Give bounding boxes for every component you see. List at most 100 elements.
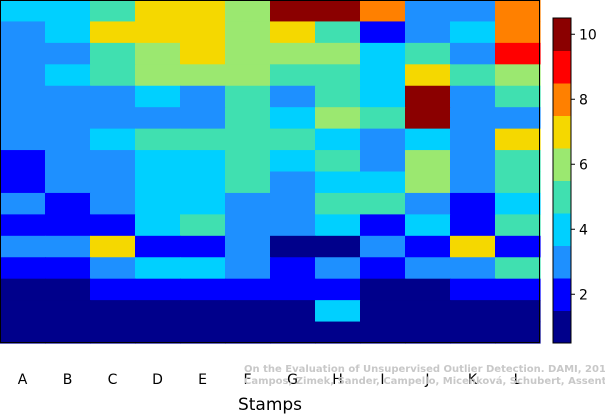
heatmap-cell xyxy=(135,0,181,23)
heatmap-cell xyxy=(90,235,136,258)
heatmap-cell xyxy=(45,107,91,130)
heatmap-cell xyxy=(225,235,271,258)
colorbar-segment xyxy=(553,245,571,279)
heatmap-cell xyxy=(450,321,496,344)
heatmap-cell xyxy=(450,214,496,237)
heatmap-cell xyxy=(225,64,271,87)
heatmap-cell xyxy=(360,85,406,108)
colorbar-frame xyxy=(552,17,572,344)
heatmap-cell xyxy=(135,171,181,194)
heatmap-cell xyxy=(405,150,451,173)
heatmap-cell xyxy=(405,0,451,23)
plot-frame xyxy=(0,0,540,343)
heatmap-cell xyxy=(270,150,316,173)
heatmap-cell xyxy=(270,300,316,323)
heatmap-cell xyxy=(135,192,181,215)
heatmap-cell xyxy=(270,171,316,194)
heatmap-cell xyxy=(135,64,181,87)
heatmap-cell xyxy=(450,85,496,108)
heatmap-cell xyxy=(405,214,451,237)
heatmap-cell xyxy=(405,321,451,344)
heatmap-cell xyxy=(270,278,316,301)
heatmap-cell xyxy=(450,300,496,323)
colorbar-tick-label: 4 xyxy=(579,222,588,238)
heatmap-cell xyxy=(270,214,316,237)
heatmap-cell xyxy=(180,85,226,108)
heatmap-cell xyxy=(90,192,136,215)
colorbar-segment xyxy=(553,278,571,311)
heatmap-cell xyxy=(450,150,496,173)
heatmap-cell xyxy=(360,171,406,194)
heatmap-cell xyxy=(270,107,316,130)
heatmap-cell xyxy=(135,128,181,151)
heatmap-cell xyxy=(405,85,451,108)
heatmap-cell xyxy=(180,214,226,237)
heatmap-cell xyxy=(0,85,46,108)
x-tick-label: G xyxy=(287,372,298,388)
heatmap-cell xyxy=(270,235,316,258)
heatmap-cell xyxy=(180,278,226,301)
heatmap-cell xyxy=(495,235,541,258)
heatmap-cell xyxy=(225,107,271,130)
colorbar xyxy=(552,17,572,344)
heatmap-cell xyxy=(270,192,316,215)
heatmap-cell xyxy=(360,21,406,44)
colorbar-tick-label: 10 xyxy=(579,27,597,43)
credit-line-2: Campos, Zimek, Sander, Campello, Micenko… xyxy=(244,375,605,387)
heatmap-cell xyxy=(450,278,496,301)
heatmap-cell xyxy=(90,85,136,108)
heatmap-cell xyxy=(315,278,361,301)
heatmap-cell xyxy=(495,64,541,87)
heatmap-cell xyxy=(495,278,541,301)
heatmap-cell xyxy=(495,42,541,65)
heatmap-cell xyxy=(495,171,541,194)
heatmap-cell xyxy=(315,235,361,258)
colorbar-segment xyxy=(553,115,571,149)
heatmap-cell xyxy=(135,300,181,323)
heatmap-cell xyxy=(45,321,91,344)
heatmap-cell xyxy=(0,278,46,301)
heatmap-cell xyxy=(360,257,406,280)
heatmap-cell xyxy=(90,321,136,344)
heatmap-cell xyxy=(495,128,541,151)
heatmap-cell xyxy=(450,42,496,65)
x-tick-labels: A B C D E F G H I J K L xyxy=(18,372,522,388)
heatmap-cell xyxy=(360,235,406,258)
heatmap-cell xyxy=(270,21,316,44)
heatmap-cell xyxy=(360,128,406,151)
heatmap-cell xyxy=(495,107,541,130)
heatmap-cell xyxy=(90,21,136,44)
x-tick-label: F xyxy=(243,372,251,388)
heatmap-cell xyxy=(270,85,316,108)
heatmap-cell xyxy=(225,321,271,344)
heatmap-cell xyxy=(90,0,136,23)
heatmap-cell xyxy=(360,321,406,344)
colorbar-segment xyxy=(553,310,571,344)
heatmap-cells xyxy=(0,0,541,344)
heatmap-cell xyxy=(90,278,136,301)
heatmap-cell xyxy=(315,85,361,108)
heatmap-cell xyxy=(315,21,361,44)
heatmap-cell xyxy=(450,107,496,130)
heatmap-cell xyxy=(135,278,181,301)
heatmap-cell xyxy=(315,300,361,323)
heatmap-cell xyxy=(315,321,361,344)
heatmap-cell xyxy=(405,171,451,194)
heatmap-cell xyxy=(180,192,226,215)
colorbar-segment xyxy=(553,83,571,116)
x-tick-label: E xyxy=(198,372,207,388)
heatmap-cell xyxy=(495,85,541,108)
heatmap-cell xyxy=(135,235,181,258)
colorbar-tick-label: 8 xyxy=(579,92,588,108)
heatmap-cell xyxy=(360,150,406,173)
heatmap-cell xyxy=(450,171,496,194)
heatmap-cell xyxy=(135,107,181,130)
heatmap-cell xyxy=(135,21,181,44)
heatmap-cell xyxy=(0,107,46,130)
heatmap-cell xyxy=(45,214,91,237)
heatmap-cell xyxy=(270,128,316,151)
heatmap-cell xyxy=(0,300,46,323)
heatmap-cell xyxy=(270,64,316,87)
heatmap-cell xyxy=(405,64,451,87)
